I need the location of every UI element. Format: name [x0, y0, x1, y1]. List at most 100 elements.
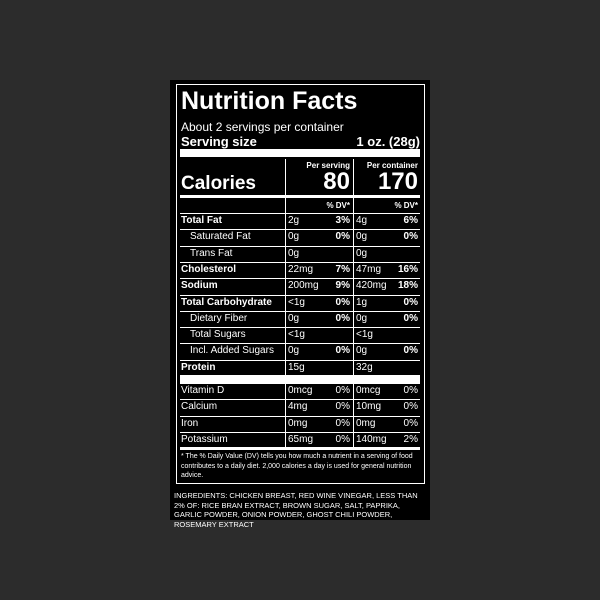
amount: 32g [356, 361, 373, 373]
servings: About 2 servings per container [181, 120, 344, 134]
amount: 4g [356, 215, 368, 226]
column-rule [285, 383, 286, 447]
daily-value: 0% [403, 345, 418, 357]
amount: 0g [356, 345, 368, 357]
calories-label: Calories [181, 173, 256, 194]
nutrient-name: Potassium [181, 433, 228, 445]
row-rule [180, 431, 420, 433]
row-rule [180, 278, 420, 280]
per-serving-header: Per serving [306, 161, 350, 170]
daily-value: 0% [403, 417, 418, 429]
daily-value: 0% [335, 401, 350, 413]
title: Nutrition Facts [181, 87, 358, 115]
nutrient-name: Iron [181, 417, 199, 429]
nutrient-name: Vitamin D [181, 385, 225, 396]
row-rule [180, 343, 420, 345]
nutrient-name: Total Carbohydrate [181, 296, 272, 308]
daily-value: 7% [335, 263, 350, 275]
amount: 0g [356, 247, 368, 259]
row-rule [180, 359, 420, 361]
thick-rule [180, 149, 420, 157]
medium-rule [180, 447, 420, 450]
row-rule [180, 229, 420, 231]
calories-serving: 80 [323, 168, 350, 195]
amount: 22mg [288, 263, 314, 275]
row-rule [180, 310, 420, 312]
row-rule [180, 245, 420, 247]
daily-value: 0% [335, 433, 350, 445]
row-rule [180, 261, 420, 263]
per-container-header: Per container [366, 161, 418, 170]
daily-value: 0% [335, 385, 350, 396]
amount: 0g [288, 231, 300, 243]
nutrient-name: Protein [181, 361, 216, 373]
daily-value: 3% [335, 215, 350, 226]
nutrient-name: Cholesterol [181, 263, 237, 275]
ingredients: INGREDIENTS: CHICKEN BREAST, RED WINE VI… [174, 491, 418, 529]
amount: 200mg [288, 280, 319, 292]
amount: 0g [288, 247, 300, 259]
nutrient-name: Sodium [181, 280, 218, 292]
amount: 10mg [356, 401, 382, 413]
amount: 420mg [356, 280, 387, 292]
dv-header: % DV* [394, 201, 418, 210]
row-rule [180, 415, 420, 417]
daily-value: 18% [397, 280, 418, 292]
amount: 1g [356, 296, 368, 308]
column-rule [353, 159, 354, 375]
daily-value: 2% [403, 433, 418, 445]
serving-size-value: 1 oz. (28g) [356, 134, 420, 149]
column-rule [285, 159, 286, 375]
nutrient-name: Calcium [181, 401, 218, 413]
amount: 2g [288, 215, 300, 226]
daily-value: 0% [335, 231, 350, 243]
amount: 0mcg [356, 385, 381, 396]
amount: 4mg [288, 401, 308, 413]
daily-value: 0% [403, 231, 418, 243]
row-rule [180, 383, 420, 384]
amount: <1g [288, 329, 305, 341]
medium-rule [180, 195, 420, 198]
daily-value: 16% [397, 263, 418, 275]
dv-header: % DV* [326, 201, 350, 210]
amount: 15g [288, 361, 305, 373]
daily-value: 9% [335, 280, 350, 292]
daily-value: 0% [335, 417, 350, 429]
amount: 0g [288, 312, 300, 324]
amount: 0g [356, 312, 368, 324]
nutrient-name: Trans Fat [190, 247, 233, 259]
row-rule [180, 294, 420, 296]
daily-value: 0% [403, 312, 418, 324]
nutrient-name: Incl. Added Sugars [190, 345, 274, 357]
nutrient-name: Total Fat [181, 215, 222, 226]
nutrient-name: Total Sugars [190, 329, 246, 341]
daily-value: 0% [335, 296, 350, 308]
daily-value: 0% [403, 296, 418, 308]
daily-value: 0% [403, 385, 418, 396]
row-rule [180, 399, 420, 401]
footnote: * The % Daily Value (DV) tells you how m… [181, 453, 413, 479]
daily-value: 0% [335, 312, 350, 324]
daily-value: 0% [403, 401, 418, 413]
amount: 0mg [356, 417, 376, 429]
daily-value: 6% [403, 215, 418, 226]
nutrient-name: Dietary Fiber [190, 312, 248, 324]
amount: 47mg [356, 263, 382, 275]
daily-value: 0% [335, 345, 350, 357]
column-rule [353, 383, 354, 447]
row-rule [180, 327, 420, 329]
amount: 0mcg [288, 385, 313, 396]
nutrient-name: Saturated Fat [190, 231, 251, 243]
amount: <1g [288, 296, 305, 308]
amount: <1g [356, 329, 373, 341]
serving-size-label: Serving size [181, 134, 257, 149]
amount: 0g [356, 231, 368, 243]
amount: 0g [288, 345, 300, 357]
calories-container: 170 [377, 168, 418, 195]
thick-rule [180, 375, 420, 383]
row-rule [180, 213, 420, 214]
amount: 65mg [288, 433, 314, 445]
label-frame [176, 84, 425, 484]
amount: 140mg [356, 433, 387, 445]
